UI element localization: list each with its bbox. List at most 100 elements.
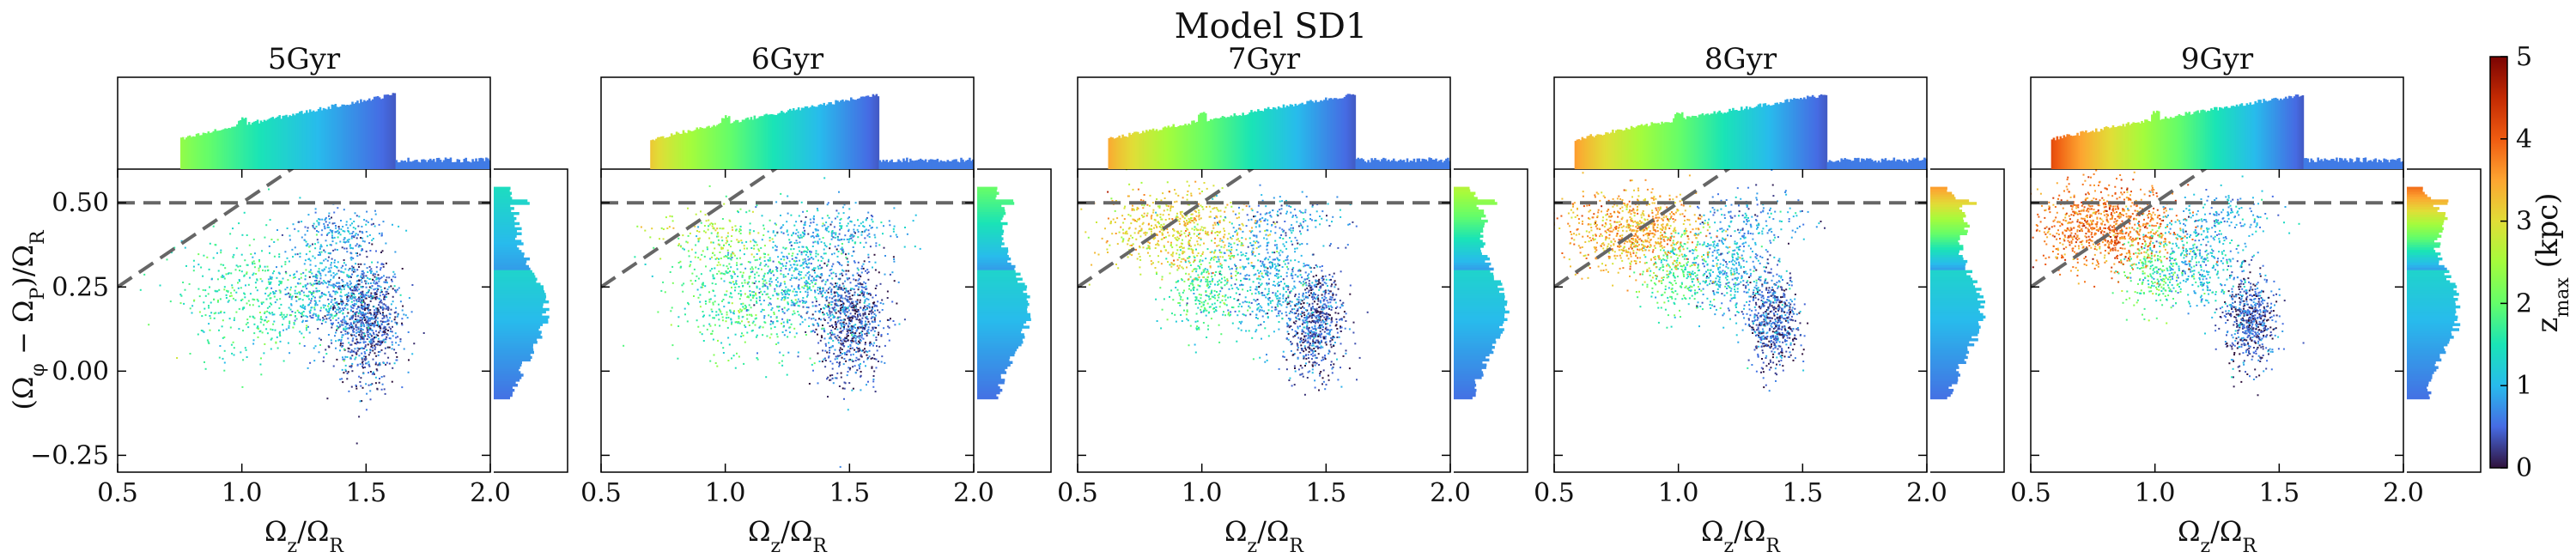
- data-point: [366, 328, 368, 331]
- data-point: [788, 268, 791, 270]
- data-point: [795, 221, 798, 223]
- hist-bar: [826, 104, 829, 169]
- hist-bar: [784, 112, 787, 169]
- hist-bar: [814, 106, 817, 169]
- data-point: [329, 316, 331, 318]
- data-point: [374, 348, 376, 350]
- data-point: [737, 322, 739, 324]
- data-point: [351, 233, 354, 234]
- data-point: [838, 284, 841, 287]
- data-point: [375, 278, 378, 281]
- data-point: [368, 291, 369, 294]
- data-point: [861, 320, 863, 323]
- data-point: [342, 302, 344, 305]
- data-point: [873, 318, 876, 321]
- hist-bar: [824, 105, 827, 169]
- data-point: [403, 313, 405, 316]
- hist-bar: [977, 361, 1013, 365]
- data-point: [361, 276, 364, 279]
- data-point: [371, 322, 374, 324]
- data-point: [830, 337, 833, 340]
- data-point: [222, 264, 225, 266]
- data-point: [319, 218, 321, 221]
- data-point: [782, 246, 785, 249]
- data-point: [370, 292, 373, 294]
- hist-bar: [872, 94, 875, 169]
- data-point: [839, 354, 841, 356]
- data-point: [727, 337, 730, 339]
- data-point: [796, 294, 798, 296]
- data-point: [309, 312, 312, 314]
- data-point: [209, 329, 211, 331]
- data-point: [861, 290, 864, 293]
- data-point: [720, 236, 723, 239]
- data-point: [851, 339, 854, 342]
- data-point: [266, 265, 269, 268]
- data-point: [255, 286, 258, 288]
- data-point: [817, 276, 820, 278]
- hist-bar: [440, 161, 444, 169]
- hist-bar: [955, 159, 957, 169]
- data-point: [216, 290, 219, 293]
- data-point: [821, 295, 823, 298]
- data-point: [761, 308, 763, 311]
- data-point: [708, 185, 711, 187]
- data-point: [312, 295, 314, 298]
- data-point: [350, 246, 353, 249]
- hist-bar: [494, 385, 513, 390]
- data-point: [1306, 377, 1309, 379]
- data-point: [380, 388, 383, 391]
- data-point: [717, 261, 720, 264]
- data-point: [756, 253, 758, 255]
- data-point: [295, 270, 298, 273]
- data-point: [365, 321, 368, 324]
- data-point: [264, 319, 267, 322]
- data-point: [789, 326, 792, 329]
- data-point: [835, 361, 838, 363]
- data-point: [230, 272, 233, 275]
- data-point: [267, 281, 270, 283]
- data-point: [871, 366, 873, 368]
- data-point: [346, 315, 349, 318]
- hist-bar: [494, 396, 511, 400]
- data-point: [827, 376, 829, 379]
- data-point: [301, 236, 303, 239]
- data-point: [852, 387, 854, 390]
- data-point: [851, 240, 854, 242]
- data-point: [1303, 317, 1306, 319]
- data-point: [826, 351, 829, 354]
- data-point: [702, 284, 704, 287]
- data-point: [379, 361, 381, 364]
- data-point: [772, 260, 775, 263]
- data-point: [260, 301, 263, 304]
- data-point: [337, 207, 339, 209]
- data-point: [336, 304, 338, 306]
- hist-bar: [439, 160, 442, 169]
- data-point: [831, 331, 834, 334]
- data-point: [846, 290, 848, 293]
- data-point: [756, 204, 758, 207]
- data-point: [261, 280, 264, 282]
- hist-bar: [977, 186, 998, 191]
- data-point: [374, 317, 377, 319]
- hist-bar: [494, 234, 517, 238]
- data-point: [844, 280, 847, 282]
- data-point: [866, 315, 868, 318]
- data-point: [231, 284, 234, 287]
- data-point: [364, 280, 367, 282]
- data-point: [823, 262, 826, 264]
- data-point: [345, 221, 348, 223]
- data-point: [365, 275, 368, 277]
- data-point: [838, 336, 841, 338]
- data-point: [1307, 346, 1309, 349]
- data-point: [309, 245, 312, 247]
- data-point: [836, 328, 839, 331]
- data-point: [872, 303, 875, 306]
- data-point: [722, 347, 725, 349]
- data-point: [204, 361, 205, 363]
- data-point: [864, 326, 866, 329]
- data-point: [376, 322, 379, 324]
- data-point: [850, 237, 853, 240]
- data-point: [822, 349, 824, 352]
- data-point: [258, 260, 260, 263]
